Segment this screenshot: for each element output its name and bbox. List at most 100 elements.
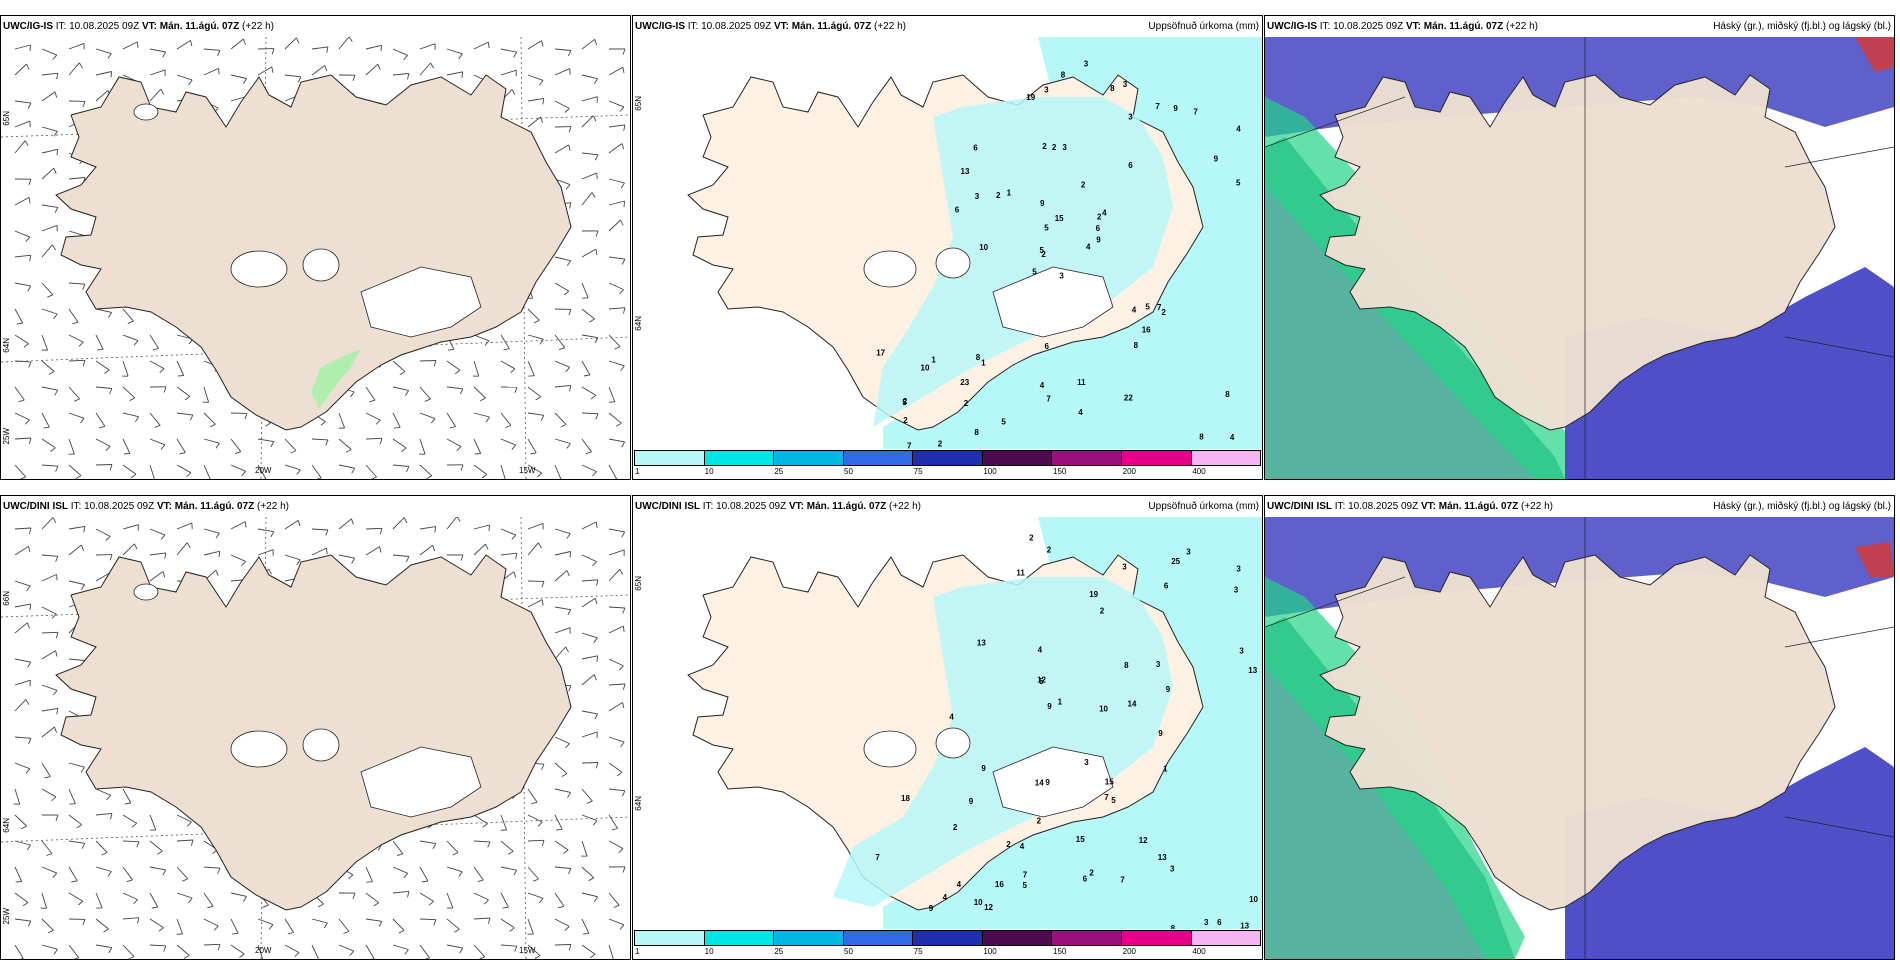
wind-barb (96, 813, 112, 815)
wind-barb (366, 893, 379, 903)
wind-barb-feather (107, 795, 111, 800)
wind-barb (555, 737, 570, 744)
wind-barb (528, 387, 541, 397)
precip-value: 3 (975, 192, 980, 201)
wind-barb (609, 569, 620, 581)
wind-barb (96, 309, 112, 312)
wind-barb (528, 309, 539, 320)
wind-barb (42, 335, 48, 350)
precip-value: 3 (1236, 564, 1241, 573)
wind-barb-feather (288, 933, 294, 934)
wind-barb (150, 841, 162, 851)
lon-label: 20W (255, 946, 271, 955)
wind-barb-feather (459, 54, 463, 59)
wind-barb (15, 763, 30, 769)
wind-barb (609, 201, 625, 205)
cloud-map-svg (1265, 37, 1894, 479)
precip-value: 13 (977, 638, 986, 647)
wind-barb-feather (559, 348, 565, 350)
cloud-panel-row1: UWC/IG-IS IT: 10.08.2025 09Z VT: Mán. 11… (1264, 15, 1895, 480)
colorbar-tick: 25 (774, 947, 783, 956)
colorbar-swatch (913, 451, 983, 465)
wind-barb-feather (185, 397, 190, 400)
wind-barb-feather (565, 108, 569, 112)
precip-value: 4 (1236, 125, 1241, 134)
wind-barb-feather (511, 369, 515, 373)
wind-barb (231, 893, 247, 896)
precip-value: 3 (1156, 660, 1161, 669)
precip-value: 1 (1007, 188, 1012, 197)
wind-barb (474, 361, 479, 376)
wind-barb-feather (478, 880, 484, 882)
wind-barb-feather (595, 598, 597, 604)
precip-value: 3 (1123, 80, 1128, 89)
wind-barb (285, 465, 300, 470)
wind-barb (42, 574, 57, 581)
wind-barb-feather (533, 879, 539, 881)
wind-barb-feather (83, 284, 85, 290)
wind-barb-feather (27, 64, 30, 70)
wind-barb (15, 255, 31, 257)
wind-barb-feather (242, 471, 246, 476)
precip-value: 3 (1186, 547, 1191, 556)
cloud-title: Háský (gr.), miðský (fj.bl.) og lágský (… (1713, 496, 1891, 517)
wind-barb (150, 361, 164, 369)
wind-barb (312, 465, 321, 478)
wind-barb-feather (595, 714, 598, 719)
wind-barb (501, 945, 517, 946)
wind-barb (42, 727, 55, 737)
wind-barb (366, 387, 375, 400)
precip-value: 11 (1016, 569, 1025, 578)
wind-barb (96, 945, 112, 948)
wind-barb-feather (244, 79, 247, 84)
wind-barb-feather (569, 127, 571, 133)
wind-barb (555, 628, 570, 633)
wind-barb-feather (399, 930, 404, 933)
precip-value: 7 (1023, 871, 1028, 880)
precip-value: 19 (1089, 590, 1098, 599)
wind-barb (15, 546, 29, 555)
wind-barb (204, 49, 220, 50)
wind-barb-feather (569, 686, 571, 692)
colorbar-swatch (983, 931, 1053, 945)
wind-barb-feather (486, 417, 489, 422)
wind-barb (609, 919, 624, 925)
wind-barb (447, 49, 462, 54)
precip-value: 1 (931, 355, 936, 364)
lat-label: 64N (634, 796, 643, 811)
wind-barb (420, 63, 431, 75)
wind-barb (393, 465, 409, 467)
wind-barb-feather (434, 361, 436, 367)
wind-barb-feather (584, 375, 590, 376)
wind-barb (123, 815, 137, 823)
wind-barb (15, 387, 24, 400)
wind-barb-feather (488, 42, 489, 48)
wind-barb (15, 121, 30, 127)
wind-barb-feather (425, 399, 431, 401)
precip-value: 2 (1089, 868, 1094, 877)
precip-value: 2 (1081, 181, 1086, 190)
wind-barb-feather (596, 231, 598, 237)
wind-barb (447, 893, 453, 908)
wind-barb-feather (590, 954, 595, 958)
wind-barb-feather (512, 445, 516, 450)
wind-barb-feather (542, 764, 544, 770)
precip-value: 2 (953, 823, 958, 832)
wind-map (1, 37, 630, 479)
wind-barb-feather (134, 544, 137, 549)
precip-value: 5 (1044, 224, 1049, 233)
wind-barb-feather (178, 376, 184, 377)
wind-barb (528, 361, 534, 376)
wind-barb (150, 89, 161, 101)
wind-barb (177, 413, 193, 415)
wind-barb-feather (592, 562, 596, 566)
wind-barb-feather (568, 51, 571, 57)
wind-barb-feather (163, 870, 166, 875)
wind-barb-feather (134, 341, 138, 346)
precip-value: 22 (1124, 394, 1133, 403)
wind-barb-feather (187, 822, 191, 826)
wind-barb (150, 553, 166, 555)
wind-barb (42, 205, 58, 207)
wind-barb (609, 125, 625, 127)
wind-barb-feather (110, 389, 112, 395)
